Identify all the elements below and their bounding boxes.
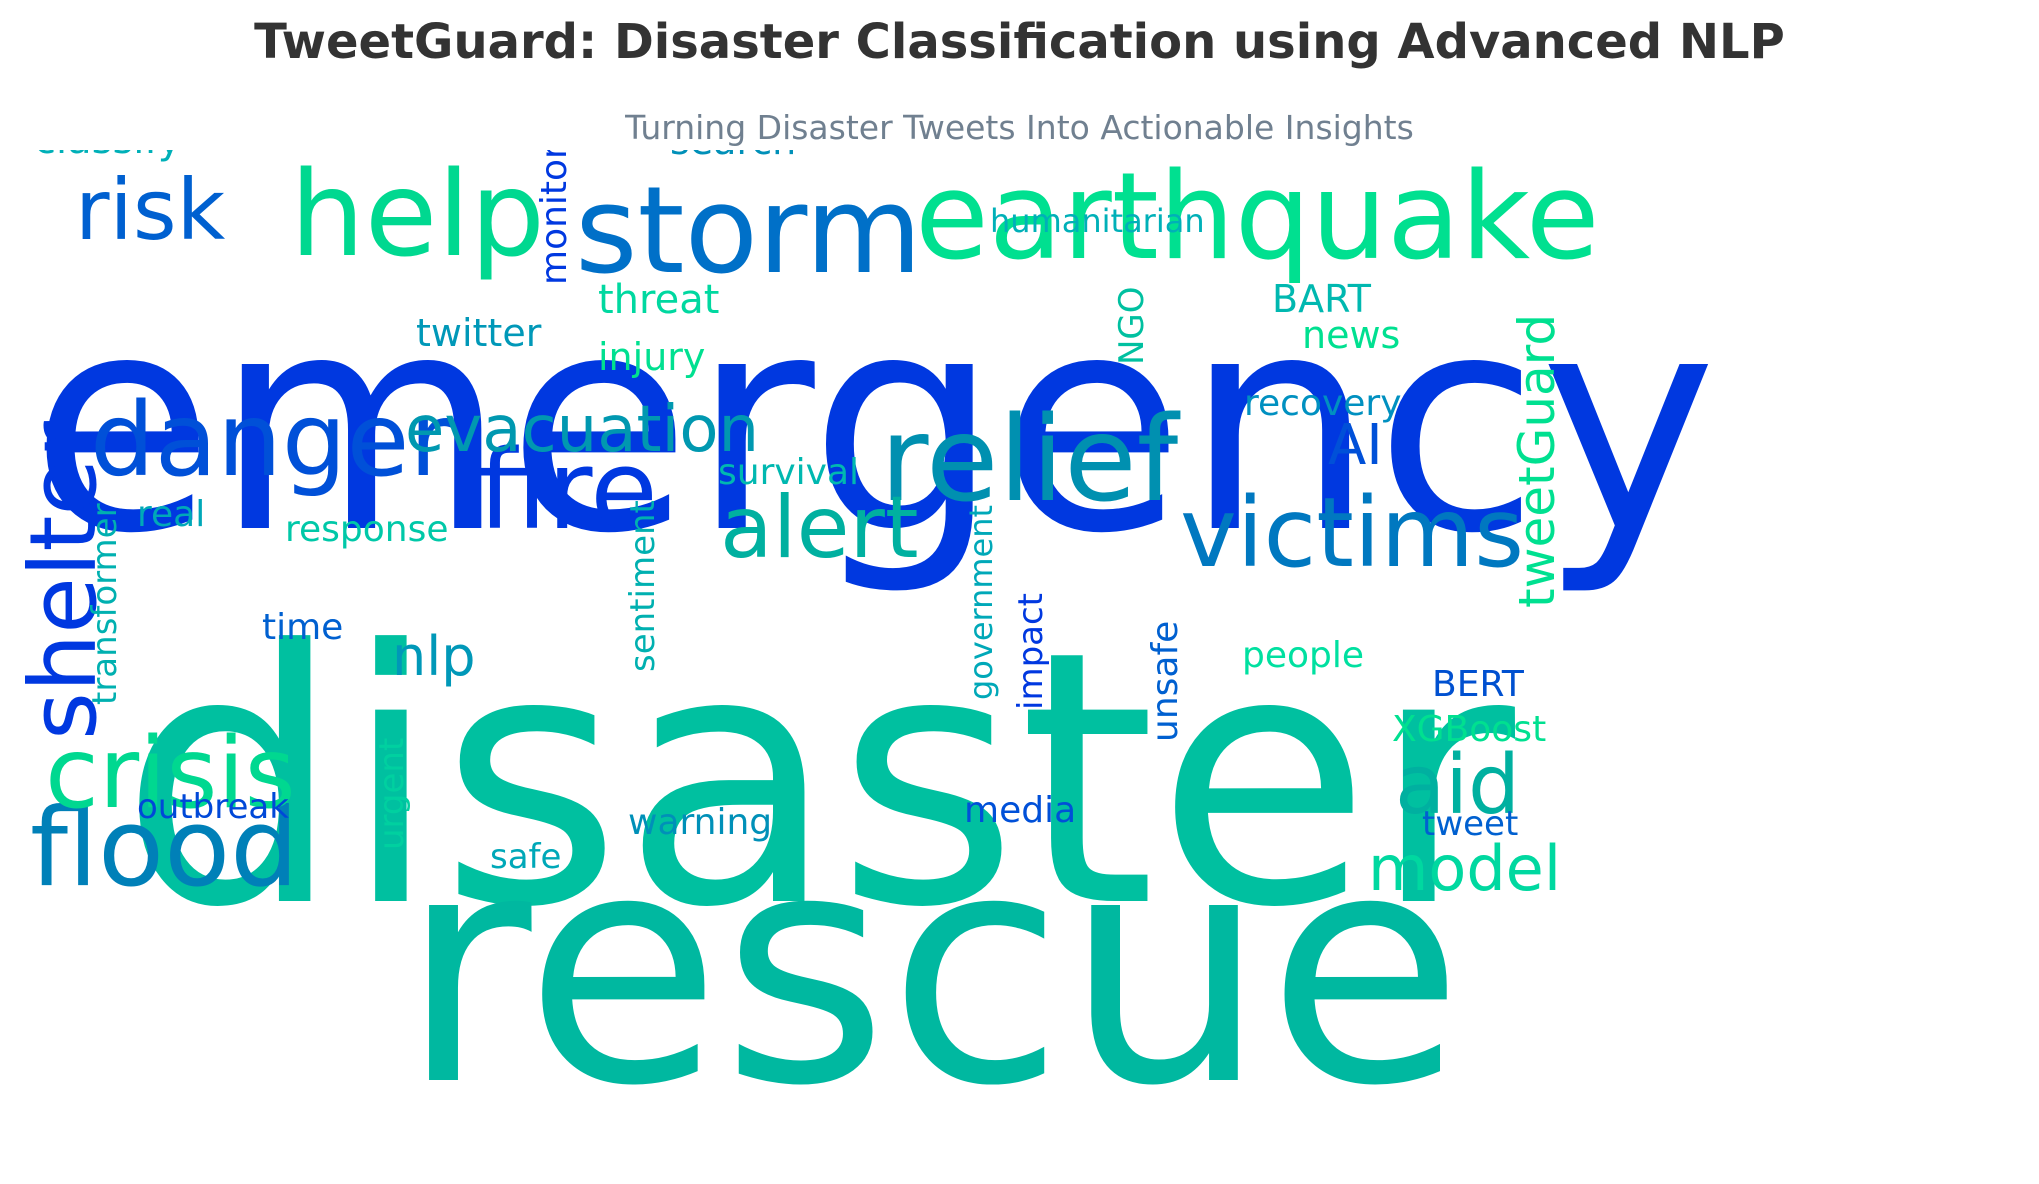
word-tweet: tweet (1422, 804, 1519, 844)
word-search: search (670, 150, 796, 160)
word-twitter: twitter (416, 311, 542, 355)
word-emergency: emergency (30, 250, 1718, 599)
word-recovery: recovery (1244, 383, 1402, 424)
word-urgent: urgent (372, 737, 412, 850)
page-title: TweetGuard: Disaster Classification usin… (254, 14, 1785, 70)
word-injury: injury (598, 335, 706, 379)
word-threat: threat (598, 277, 720, 323)
word-classify: classify (34, 150, 181, 160)
word-relief: relief (880, 390, 1179, 528)
word-tweetguard: tweetGuard (1508, 313, 1566, 608)
word-storm: storm (575, 162, 923, 301)
word-ngo: NGO (1112, 286, 1152, 365)
word-bart: BART (1272, 277, 1371, 321)
word-cloud: emergency disaster rescue earthquake sto… (0, 150, 2039, 1184)
word-ai: AI (1328, 413, 1383, 478)
word-people: people (1242, 635, 1365, 676)
word-transformer: transformer (85, 503, 125, 705)
word-monitor: monitor (534, 150, 575, 285)
word-victims: victims (1180, 477, 1525, 589)
word-alert: alert (720, 478, 919, 578)
word-real: real (137, 494, 206, 535)
word-rescue: rescue (400, 784, 1464, 1156)
word-news: news (1302, 313, 1401, 357)
word-warning: warning (628, 802, 773, 843)
word-humanitarian: humanitarian (990, 202, 1205, 240)
word-media: media (964, 790, 1077, 831)
word-time: time (262, 607, 344, 648)
word-safe: safe (490, 837, 562, 877)
word-response: response (285, 509, 449, 550)
word-crisis: crisis (45, 717, 296, 831)
word-help: help (290, 150, 546, 283)
word-survival: survival (718, 452, 860, 493)
word-nlp: nlp (392, 625, 476, 688)
word-bert: BERT (1432, 664, 1524, 705)
word-sentiment: sentiment (623, 500, 663, 672)
word-xgboost: XGBoost (1392, 709, 1547, 750)
word-unsafe: unsafe (1145, 620, 1186, 742)
word-flood: flood (30, 786, 299, 911)
word-earthquake: earthquake (915, 150, 1600, 287)
word-model: model (1368, 832, 1562, 905)
word-impact: impact (1011, 592, 1051, 710)
word-risk: risk (75, 161, 226, 259)
word-aid: aid (1395, 738, 1521, 833)
word-disaster: disaster (120, 576, 1516, 984)
word-outbreak: outbreak (137, 787, 289, 827)
word-evacuation: evacuation (405, 393, 760, 467)
word-government: government (962, 504, 1000, 700)
word-fire: fire (478, 426, 658, 554)
page-subtitle: Turning Disaster Tweets Into Actionable … (625, 108, 1414, 147)
word-danger: danger (90, 381, 452, 500)
